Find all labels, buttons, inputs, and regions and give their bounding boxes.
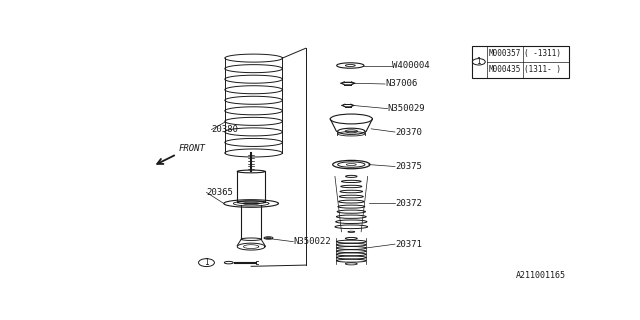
Text: 20375: 20375	[395, 162, 422, 171]
Text: 20380: 20380	[211, 125, 238, 134]
Text: 20365: 20365	[207, 188, 234, 197]
Text: 1: 1	[476, 57, 481, 66]
Text: 20370: 20370	[395, 128, 422, 137]
Text: N37006: N37006	[385, 79, 417, 89]
Text: 20372: 20372	[395, 199, 422, 208]
Text: 1: 1	[204, 258, 209, 267]
Text: (1311- ): (1311- )	[524, 65, 561, 74]
Text: N350029: N350029	[388, 104, 425, 113]
Text: W400004: W400004	[392, 61, 430, 70]
Text: ( -1311): ( -1311)	[524, 49, 561, 58]
Text: FRONT: FRONT	[178, 144, 205, 154]
Bar	[472, 46, 568, 78]
Text: A211001165: A211001165	[516, 271, 566, 280]
Text: 20371: 20371	[395, 240, 422, 249]
Text: M000357: M000357	[488, 49, 520, 58]
Text: M000435: M000435	[488, 65, 520, 74]
Text: N350022: N350022	[293, 237, 331, 246]
